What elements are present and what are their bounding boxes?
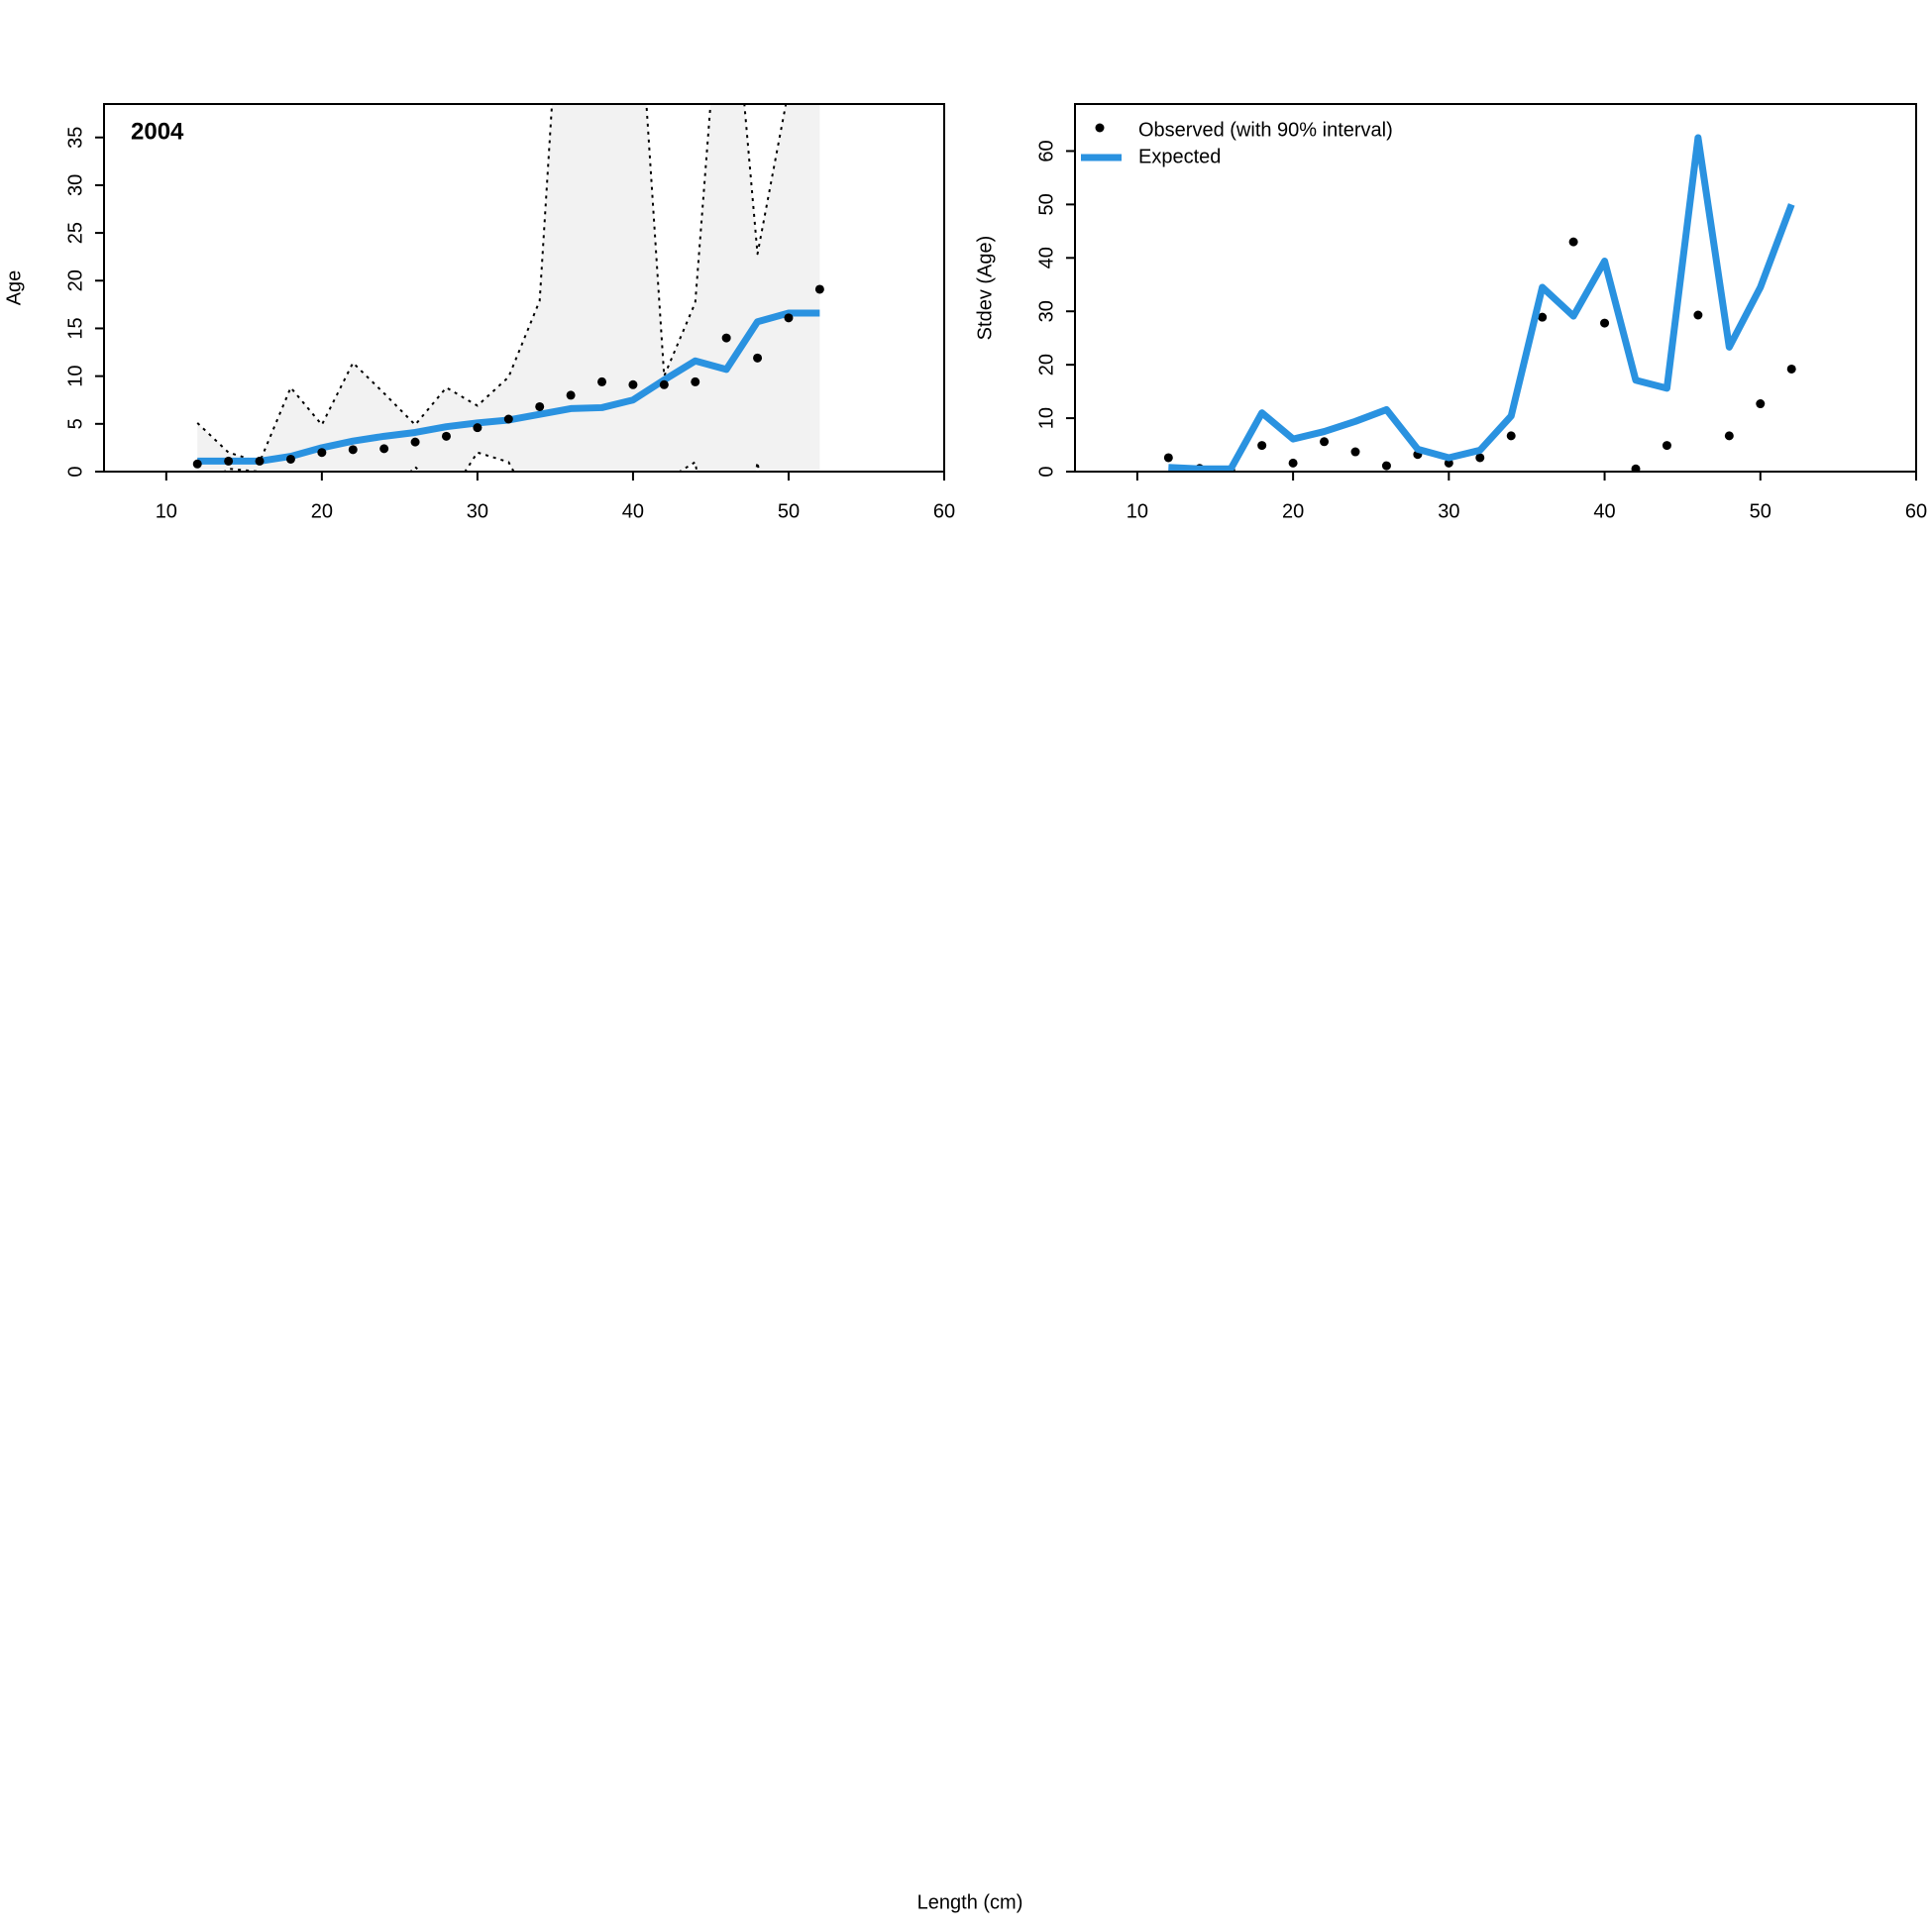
observed-point: [1568, 237, 1578, 247]
panel-label: 2004: [131, 118, 184, 145]
x-tick-label: 20: [1282, 500, 1304, 522]
observed-point: [224, 456, 234, 466]
interval-band: [197, 104, 820, 472]
x-tick-label: 20: [311, 500, 333, 522]
observed-point: [1724, 431, 1734, 441]
y-axis-label: Age: [3, 270, 25, 306]
observed-point: [1693, 310, 1703, 320]
observed-point: [1600, 318, 1610, 328]
observed-point: [753, 353, 763, 363]
observed-point: [691, 376, 700, 386]
expected-line: [1168, 134, 1795, 472]
observed-point: [1538, 312, 1548, 322]
y-tick-label: 60: [1035, 140, 1057, 161]
observed-point: [1444, 458, 1453, 468]
observed-point: [192, 459, 202, 469]
y-tick-label: 25: [64, 222, 86, 244]
x-tick-label: 40: [1593, 500, 1615, 522]
observed-point: [1631, 464, 1641, 472]
plot-frame: [103, 103, 945, 473]
y-tick-label: 20: [64, 269, 86, 291]
observed-point: [348, 445, 358, 455]
x-tick-label: 60: [933, 500, 955, 522]
observed-point: [1350, 447, 1360, 457]
x-tick-label: 60: [1905, 500, 1927, 522]
observed-point: [1506, 431, 1516, 441]
observed-point: [784, 313, 794, 323]
observed-point: [814, 284, 824, 294]
observed-point: [659, 379, 669, 389]
lower-bound: [222, 451, 761, 472]
observed-point: [379, 444, 389, 454]
observed-point: [1288, 458, 1298, 468]
y-tick-label: 35: [64, 127, 86, 149]
x-tick-label: 50: [778, 500, 800, 522]
observed-point: [441, 431, 451, 441]
observed-point: [410, 437, 420, 447]
x-tick-label: 10: [1127, 500, 1148, 522]
observed-point: [597, 376, 607, 386]
y-tick-label: 10: [1035, 407, 1057, 429]
observed-point: [566, 390, 576, 400]
y-tick-label: 10: [64, 366, 86, 387]
x-tick-label: 10: [156, 500, 177, 522]
y-axis-label: Stdev (Age): [974, 236, 996, 341]
y-tick-label: 0: [1035, 466, 1057, 477]
observed-point: [1257, 441, 1267, 451]
x-tick-label: 50: [1750, 500, 1771, 522]
observed-point: [1320, 437, 1330, 447]
observed-point: [1381, 461, 1391, 471]
observed-point: [535, 401, 545, 411]
plot-area: [1163, 134, 1796, 472]
y-tick-label: 0: [64, 466, 86, 477]
y-tick-label: 20: [1035, 354, 1057, 376]
observed-point: [1756, 399, 1766, 409]
legend-label: Expected: [1138, 146, 1221, 167]
x-axis-label: Length (cm): [917, 1891, 1023, 1913]
observed-point: [1163, 453, 1173, 463]
observed-point: [1662, 441, 1671, 451]
observed-point: [317, 448, 327, 458]
y-tick-label: 30: [1035, 300, 1057, 322]
x-tick-label: 40: [622, 500, 644, 522]
observed-point: [1786, 364, 1796, 374]
legend-label: Observed (with 90% interval): [1138, 119, 1393, 141]
y-tick-label: 50: [1035, 193, 1057, 215]
observed-point: [1475, 453, 1485, 463]
plot-area: [192, 104, 824, 472]
legend-marker: [1095, 123, 1105, 133]
observed-point: [503, 414, 513, 424]
x-tick-label: 30: [1438, 500, 1459, 522]
y-tick-label: 5: [64, 418, 86, 429]
x-tick-label: 30: [467, 500, 488, 522]
plot-frame: [1074, 103, 1917, 473]
observed-point: [473, 423, 483, 433]
observed-point: [255, 456, 265, 466]
observed-point: [628, 379, 638, 389]
y-tick-label: 40: [1035, 247, 1057, 268]
y-tick-label: 15: [64, 317, 86, 339]
observed-point: [721, 333, 731, 343]
y-tick-label: 30: [64, 174, 86, 196]
observed-point: [285, 454, 295, 464]
